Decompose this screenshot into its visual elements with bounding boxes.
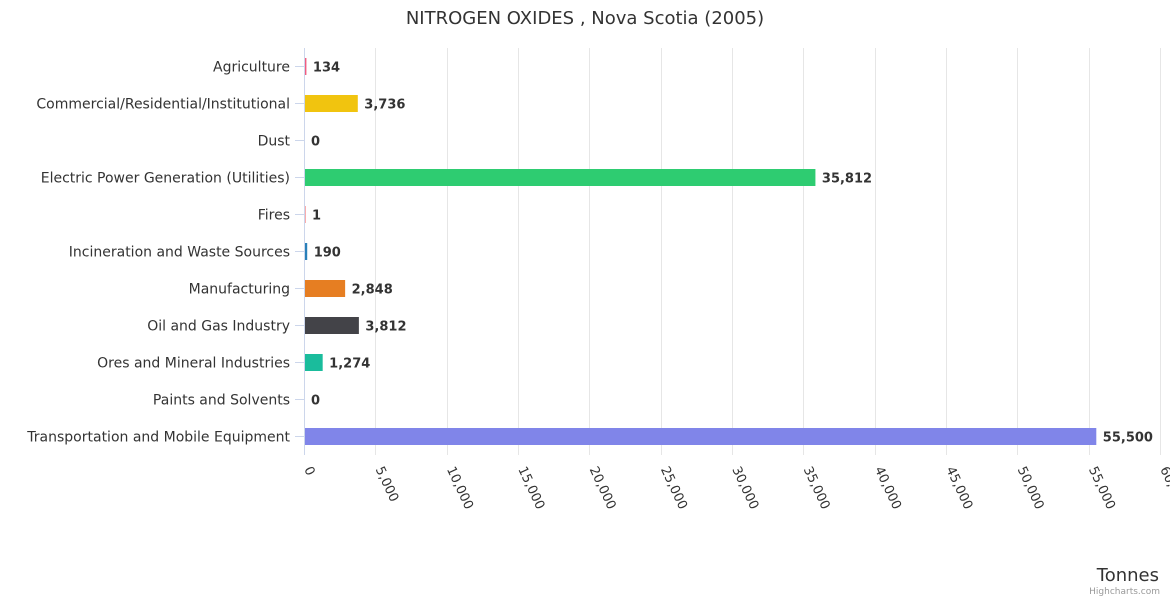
category-label: Transportation and Mobile Equipment bbox=[26, 430, 290, 446]
x-tick-label: 10,000 bbox=[443, 464, 476, 512]
x-tick-label: 5,000 bbox=[372, 464, 401, 504]
category-axis: Agriculture Commercial/Residential/Instit… bbox=[26, 48, 305, 455]
data-label: 35,812 bbox=[822, 172, 872, 187]
x-tick-label: 30,000 bbox=[728, 464, 761, 512]
x-tick-label: 0 bbox=[300, 464, 317, 478]
category-label: Oil and Gas Industry bbox=[147, 319, 290, 335]
grid-lines bbox=[304, 48, 1161, 455]
x-axis-title: Tonnes bbox=[1096, 565, 1159, 586]
category-label: Agriculture bbox=[213, 60, 290, 76]
data-label: 190 bbox=[314, 246, 341, 261]
x-tick-label: 60,000 bbox=[1156, 464, 1170, 512]
x-tick-label: 40,000 bbox=[871, 464, 904, 512]
chart-title: NITROGEN OXIDES , Nova Scotia (2005) bbox=[406, 8, 764, 29]
category-label: Commercial/Residential/Institutional bbox=[36, 97, 290, 113]
x-tick-label: 25,000 bbox=[657, 464, 690, 512]
data-label: 134 bbox=[313, 61, 340, 76]
category-label: Ores and Mineral Industries bbox=[97, 356, 290, 372]
bar[interactable] bbox=[304, 95, 358, 112]
x-tick-label: 45,000 bbox=[942, 464, 975, 512]
bar[interactable] bbox=[304, 243, 308, 260]
category-label: Paints and Solvents bbox=[153, 393, 290, 409]
data-label: 55,500 bbox=[1103, 431, 1153, 446]
data-label: 0 bbox=[311, 394, 320, 409]
category-label: Manufacturing bbox=[189, 282, 290, 298]
category-label: Fires bbox=[258, 208, 290, 224]
x-tick-label: 55,000 bbox=[1085, 464, 1118, 512]
bar[interactable] bbox=[304, 280, 346, 297]
value-axis: 0 5,000 10,000 15,000 20,000 25,000 30,000 35,0… bbox=[300, 464, 1170, 512]
credits-link[interactable]: Highcharts.com bbox=[1089, 587, 1160, 597]
bar-series: 134 3,736 0 35,812 1 190 2,848 3,812 1,274 0 55,50… bbox=[304, 58, 1153, 446]
category-label: Electric Power Generation (Utilities) bbox=[41, 171, 290, 187]
data-label: 3,736 bbox=[364, 98, 405, 113]
data-label: 2,848 bbox=[352, 283, 393, 298]
bar[interactable] bbox=[304, 354, 323, 371]
x-tick-label: 15,000 bbox=[514, 464, 547, 512]
x-tick-label: 20,000 bbox=[586, 464, 619, 512]
category-label: Incineration and Waste Sources bbox=[69, 245, 290, 261]
data-label: 3,812 bbox=[365, 320, 406, 335]
x-tick-label: 50,000 bbox=[1014, 464, 1047, 512]
category-label: Dust bbox=[258, 134, 291, 150]
bar[interactable] bbox=[304, 317, 359, 334]
data-label: 1 bbox=[312, 209, 321, 224]
bar[interactable] bbox=[304, 58, 307, 75]
bar[interactable] bbox=[304, 169, 816, 186]
data-label: 0 bbox=[311, 135, 320, 150]
data-label: 1,274 bbox=[329, 357, 370, 372]
bar[interactable] bbox=[304, 428, 1097, 445]
x-tick-label: 35,000 bbox=[800, 464, 833, 512]
